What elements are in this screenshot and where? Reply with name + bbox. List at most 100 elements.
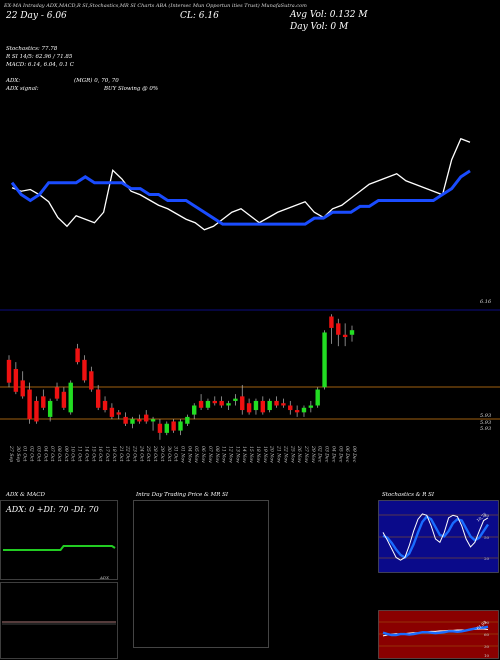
candle-body-down	[240, 396, 245, 411]
candle-body-down	[171, 421, 176, 431]
candle-body-up	[130, 419, 135, 424]
date-tick-label: 04 Dec	[330, 446, 336, 463]
candle-body-down	[109, 407, 115, 417]
candle-body-down	[13, 368, 19, 392]
date-tick-label: 17 Oct	[104, 446, 110, 462]
candle	[130, 416, 135, 429]
date-tick-label: 25 Oct	[145, 445, 151, 462]
candle	[13, 362, 19, 395]
candle-body-down	[116, 412, 121, 415]
intraday-panel-title: Intra Day Trading Price & MR SI	[136, 492, 229, 498]
price-label-upper: 6.16	[480, 299, 492, 305]
close-label: CL: 6.16	[180, 11, 219, 21]
candle	[336, 318, 341, 347]
stoch-tick-80: 80	[484, 513, 490, 518]
candle	[95, 384, 101, 411]
candle	[315, 387, 320, 408]
candle-body-down	[95, 389, 101, 408]
candle-body-down	[34, 400, 39, 422]
date-tick-label: 29 Nov	[310, 445, 316, 463]
candle	[150, 416, 156, 431]
candle	[233, 394, 238, 406]
price-label-low2: 5.93	[480, 420, 491, 426]
candle	[192, 403, 197, 420]
candle-body-down	[144, 414, 149, 422]
candle	[137, 414, 142, 424]
candle-body-down	[288, 405, 293, 411]
candle-body-up	[205, 400, 211, 408]
date-tick-label: 29 Oct	[159, 445, 165, 462]
date-tick-label: 07 Nov	[207, 446, 213, 463]
intraday-panel	[133, 500, 269, 648]
chart-header-title: EX-MA Intraday ADX,MACD,R SI,Stochastics…	[4, 3, 307, 9]
avg-volume-label: Avg Vol: 0.132 M	[290, 10, 368, 20]
candle	[109, 403, 115, 420]
candle-body-up	[47, 400, 53, 417]
stoch-panel-title: Stochastics & R SI	[382, 492, 435, 498]
adx-signal-label: ADX signal:	[6, 86, 39, 92]
date-tick-label: 22 Nov	[282, 445, 288, 463]
candle-body-down	[41, 396, 46, 408]
date-tick-label: 05 Dec	[337, 446, 343, 463]
date-tick-label: 04 Nov	[186, 446, 192, 463]
stoch-mark: 10,75	[475, 511, 487, 522]
candle-body-down	[342, 334, 348, 338]
candle-body-up	[253, 400, 259, 411]
price-label-low1: 5.93	[480, 413, 491, 419]
date-tick-label: 20 Nov	[269, 445, 275, 463]
date-tick-label: 31 Oct	[173, 446, 179, 462]
candle-body-up	[233, 398, 238, 401]
date-tick-label: 25 Nov	[289, 445, 295, 463]
date-tick-label: 10 Oct	[70, 446, 76, 462]
candle-body-down	[123, 416, 128, 424]
date-tick-label: 01 Oct	[22, 446, 28, 462]
candle	[219, 396, 224, 408]
buy-signal: BUY Slowing @ 0%	[104, 86, 159, 92]
candle	[288, 400, 293, 415]
candle-body-down	[281, 403, 286, 406]
candle	[41, 389, 46, 411]
date-tick-label: 16 Oct	[97, 446, 103, 462]
candle	[82, 355, 87, 383]
candle-body-up	[178, 421, 183, 431]
candle	[294, 405, 300, 417]
candle-body-up	[192, 405, 197, 415]
candle-body-down	[89, 371, 94, 390]
candle	[198, 394, 204, 411]
stochastics-readout: Stochastics: 77.78	[6, 46, 58, 52]
candle	[27, 382, 32, 424]
mgr-readout: (MGR) 0, 70, 70	[74, 78, 119, 84]
stoch-d-line	[382, 514, 490, 559]
candle	[322, 330, 327, 390]
date-tick-label: 14 Oct	[83, 446, 89, 462]
candle	[253, 398, 259, 415]
candle-body-up	[301, 407, 307, 413]
candle-body-down	[137, 419, 142, 422]
candle	[164, 421, 169, 436]
date-tick-label: 02 Dec	[317, 446, 323, 463]
candle	[301, 405, 307, 417]
candle-body-down	[27, 389, 32, 420]
candle-body-down	[61, 391, 67, 408]
candle	[178, 419, 183, 436]
date-tick-label: 27 Nov	[303, 445, 309, 463]
rsi-tick-10: 10	[484, 653, 490, 658]
candle	[116, 410, 121, 420]
candle	[308, 400, 314, 413]
candle	[212, 396, 217, 406]
candle-body-down	[336, 323, 341, 335]
candle	[205, 398, 211, 411]
date-tick-label: 06 Dec	[344, 446, 350, 463]
macd-readout: MACD: 6.14, 6.04, 0.1 C	[6, 62, 75, 68]
candle	[329, 314, 334, 344]
date-tick-label: 08 Oct	[56, 446, 62, 462]
date-tick-label: 03 Oct	[35, 446, 41, 462]
date-tick-label: 26 Nov	[296, 445, 302, 463]
candle	[246, 398, 252, 415]
candle-body-down	[274, 400, 279, 406]
adx-macd-panel: ADX: 0 +DI: 70 -DI: 70 ADX	[0, 500, 118, 659]
candle	[342, 323, 348, 347]
candle-body-down	[102, 400, 108, 411]
date-tick-label: 08 Nov	[214, 446, 220, 463]
date-tick-label: 07 Oct	[49, 446, 55, 462]
